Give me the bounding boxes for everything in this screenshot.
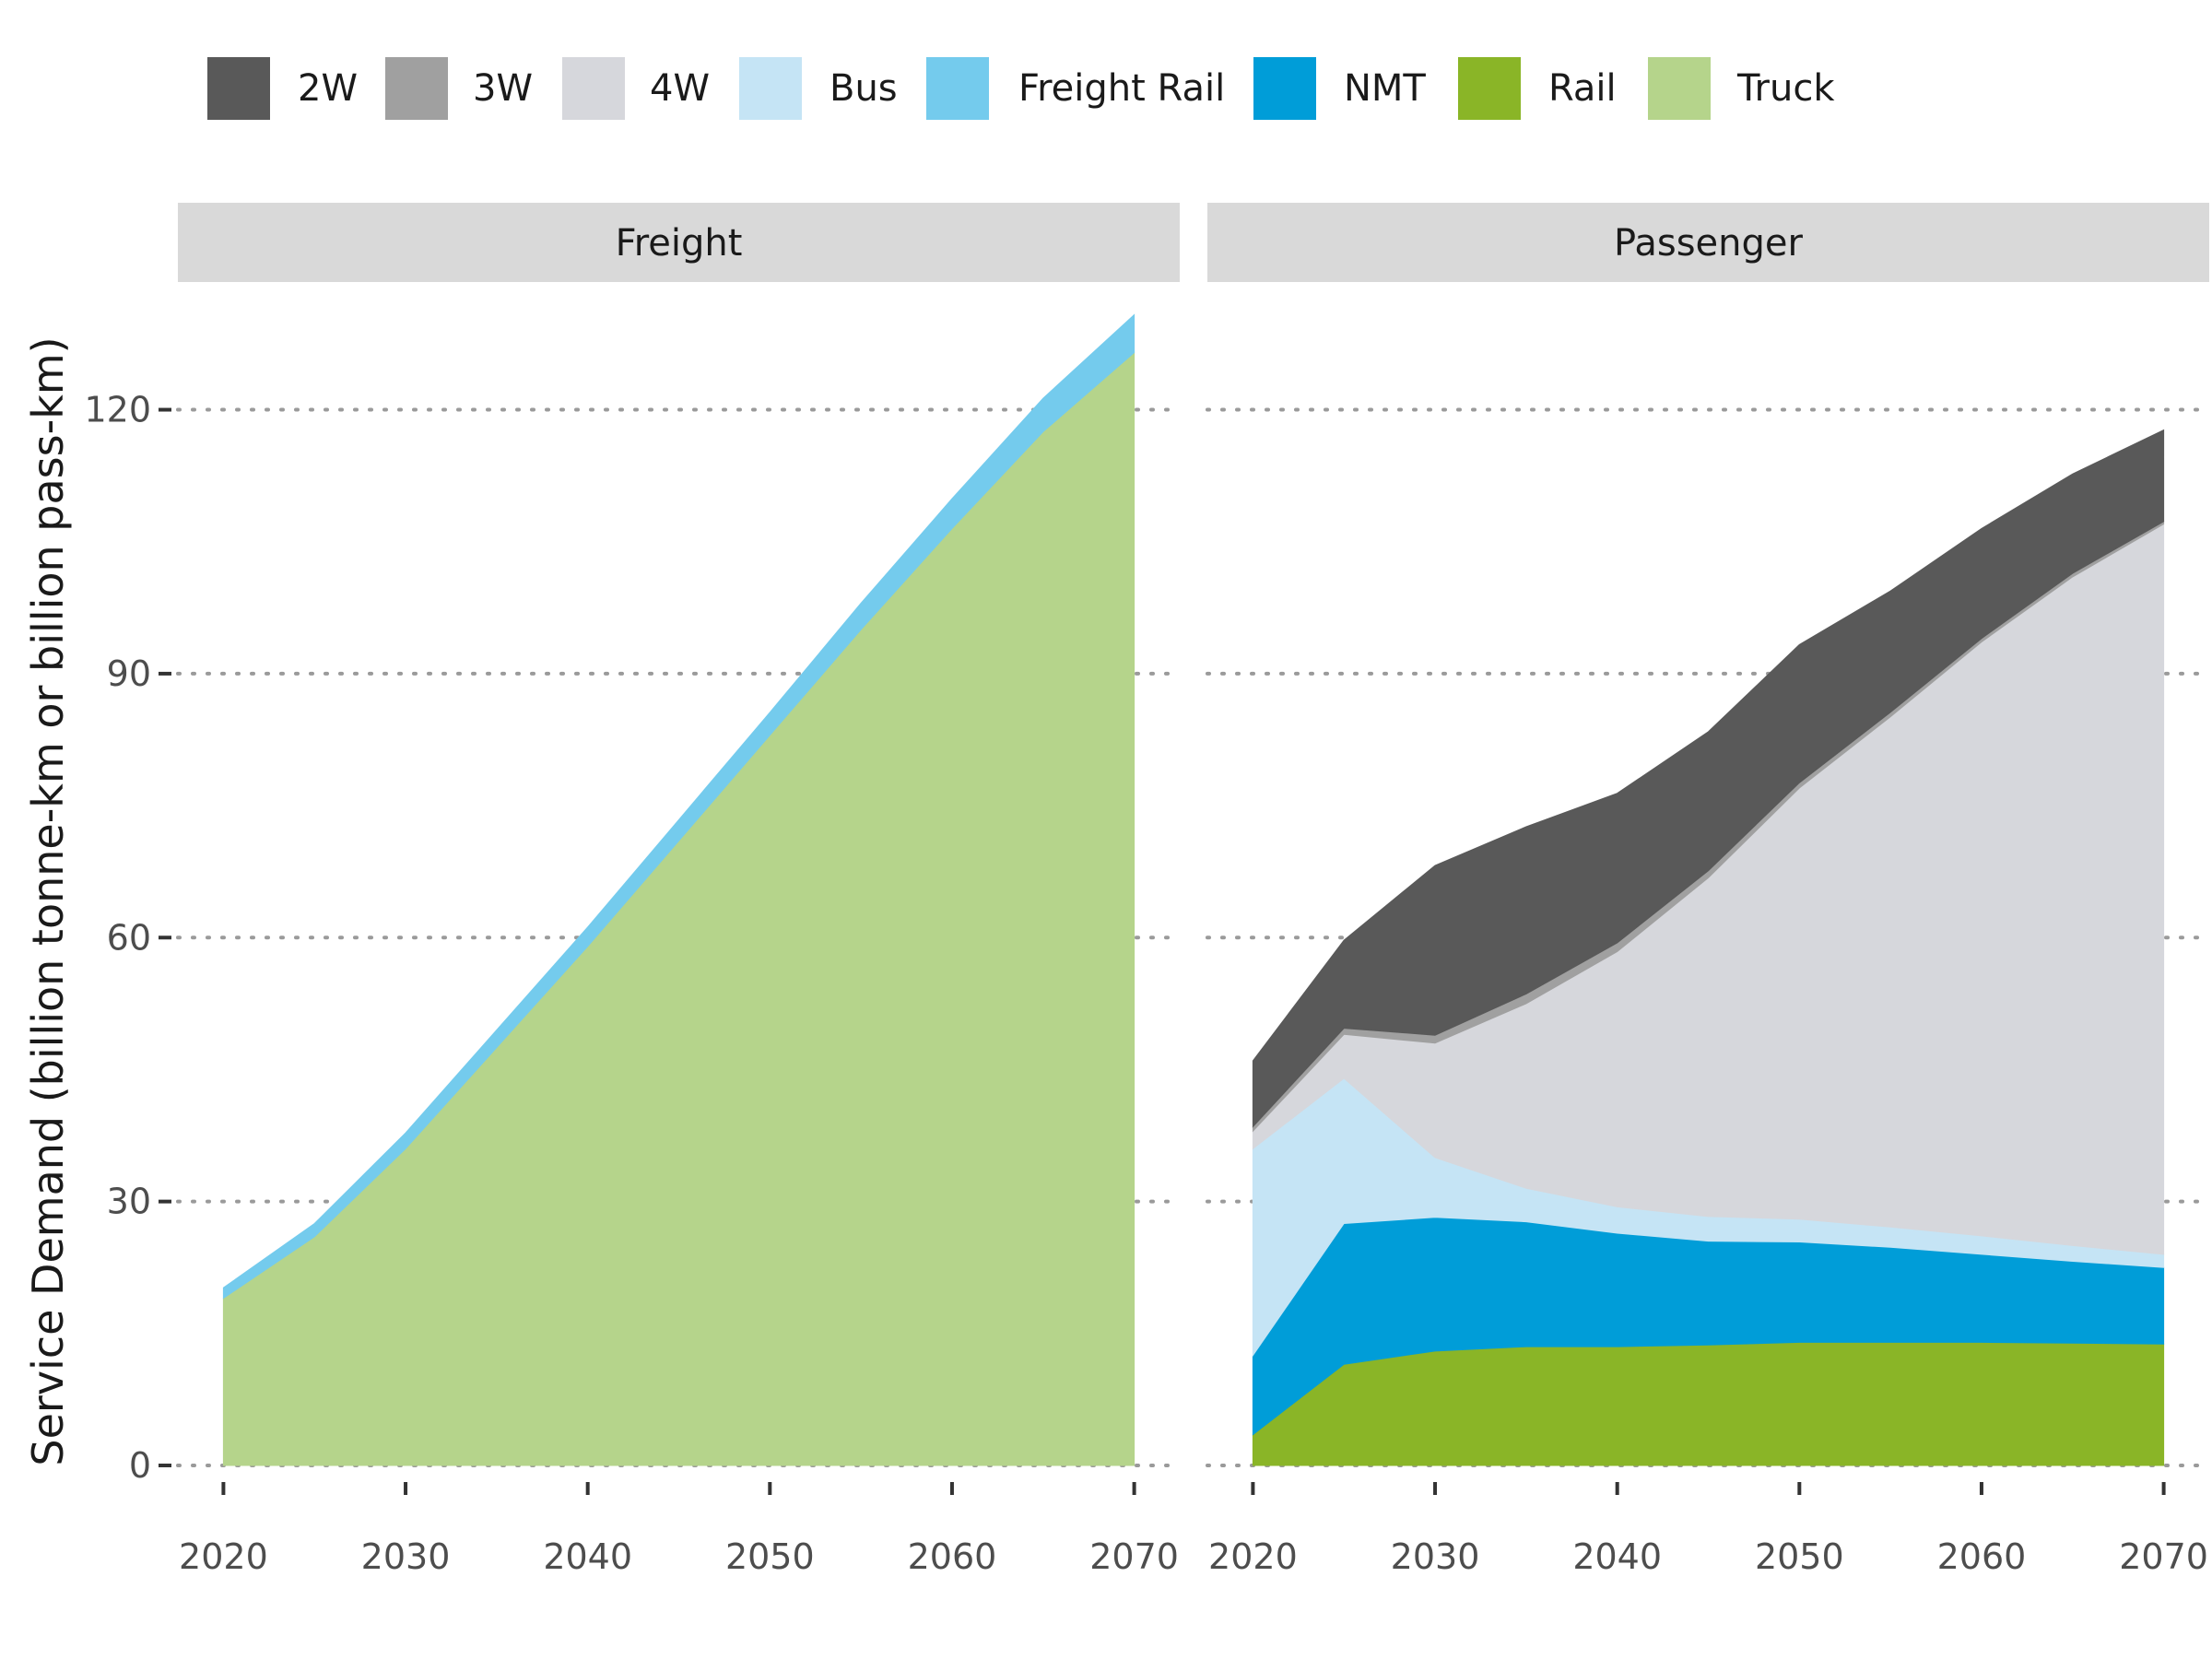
x-axis-passenger: 2020 2030 2040 2050 2060 2070 (1208, 1482, 2208, 1577)
legend-item-2w: 2W (207, 57, 358, 120)
legend-label-3w: 3W (473, 67, 533, 110)
legend-item-rail: Rail (1458, 57, 1617, 120)
legend-swatch-2w (207, 57, 270, 120)
legend-label-rail: Rail (1548, 67, 1617, 110)
x-tick-label-2020: 2020 (1208, 1536, 1298, 1577)
strip-freight (178, 203, 1180, 282)
panel-passenger: Passenger 2020 2030 2040 2050 2060 2070 (1206, 203, 2211, 1577)
panel-freight: Freight 2020 2030 2040 2050 2060 2070 0 30 60 90 12… (84, 203, 1182, 1577)
legend-swatch-truck (1648, 57, 1711, 120)
y-tick-label-120: 120 (84, 390, 151, 430)
legend-swatch-3w (385, 57, 448, 120)
legend-item-nmt: NMT (1253, 57, 1426, 120)
legend: 2W 3W 4W Bus Freight Rail NMT Rail Truck (207, 57, 1835, 120)
legend-swatch-4w (562, 57, 625, 120)
legend-item-3w: 3W (385, 57, 533, 120)
legend-swatch-rail (1458, 57, 1521, 120)
legend-item-4w: 4W (562, 57, 710, 120)
legend-swatch-nmt (1253, 57, 1316, 120)
strip-label-freight: Freight (616, 222, 743, 265)
y-tick-label-60: 60 (107, 917, 151, 958)
x-tick-label-2060: 2060 (1937, 1536, 2027, 1577)
area-freight-freight-rail (222, 313, 1135, 1300)
areas-passenger (1252, 429, 2165, 1466)
x-tick-label-2070: 2070 (1089, 1536, 1179, 1577)
x-tick-label-2020: 2020 (179, 1536, 268, 1577)
legend-label-bus: Bus (830, 67, 898, 110)
x-tick-label-2030: 2030 (361, 1536, 451, 1577)
strip-label-passenger: Passenger (1614, 222, 1803, 265)
legend-label-truck: Truck (1736, 67, 1835, 110)
legend-item-bus: Bus (739, 57, 898, 120)
legend-swatch-freight-rail (926, 57, 989, 120)
legend-swatch-bus (739, 57, 802, 120)
area-freight-truck (222, 351, 1135, 1466)
x-axis-freight: 2020 2030 2040 2050 2060 2070 (179, 1482, 1179, 1577)
y-axis: 0 30 60 90 120 (84, 390, 171, 1486)
x-tick-label-2040: 2040 (1572, 1536, 1662, 1577)
area-passenger-rail (1252, 1341, 2165, 1466)
x-tick-label-2050: 2050 (725, 1536, 815, 1577)
legend-item-truck: Truck (1648, 57, 1835, 120)
y-axis-title: Service Demand (billion tonne-km or bill… (23, 336, 73, 1465)
y-tick-label-90: 90 (107, 653, 151, 694)
y-tick-label-0: 0 (129, 1445, 151, 1486)
x-tick-label-2040: 2040 (543, 1536, 632, 1577)
x-tick-label-2060: 2060 (908, 1536, 997, 1577)
areas-freight (222, 313, 1135, 1466)
strip-passenger (1207, 203, 2209, 282)
legend-label-2w: 2W (298, 67, 358, 110)
legend-label-nmt: NMT (1344, 67, 1426, 110)
x-tick-label-2050: 2050 (1755, 1536, 1844, 1577)
area-passenger-2w (1252, 429, 2165, 1128)
x-tick-label-2070: 2070 (2119, 1536, 2208, 1577)
y-tick-label-30: 30 (107, 1182, 151, 1222)
legend-label-freight-rail: Freight Rail (1018, 67, 1225, 110)
legend-item-freight-rail: Freight Rail (926, 57, 1225, 120)
x-tick-label-2030: 2030 (1391, 1536, 1480, 1577)
legend-label-4w: 4W (650, 67, 710, 110)
